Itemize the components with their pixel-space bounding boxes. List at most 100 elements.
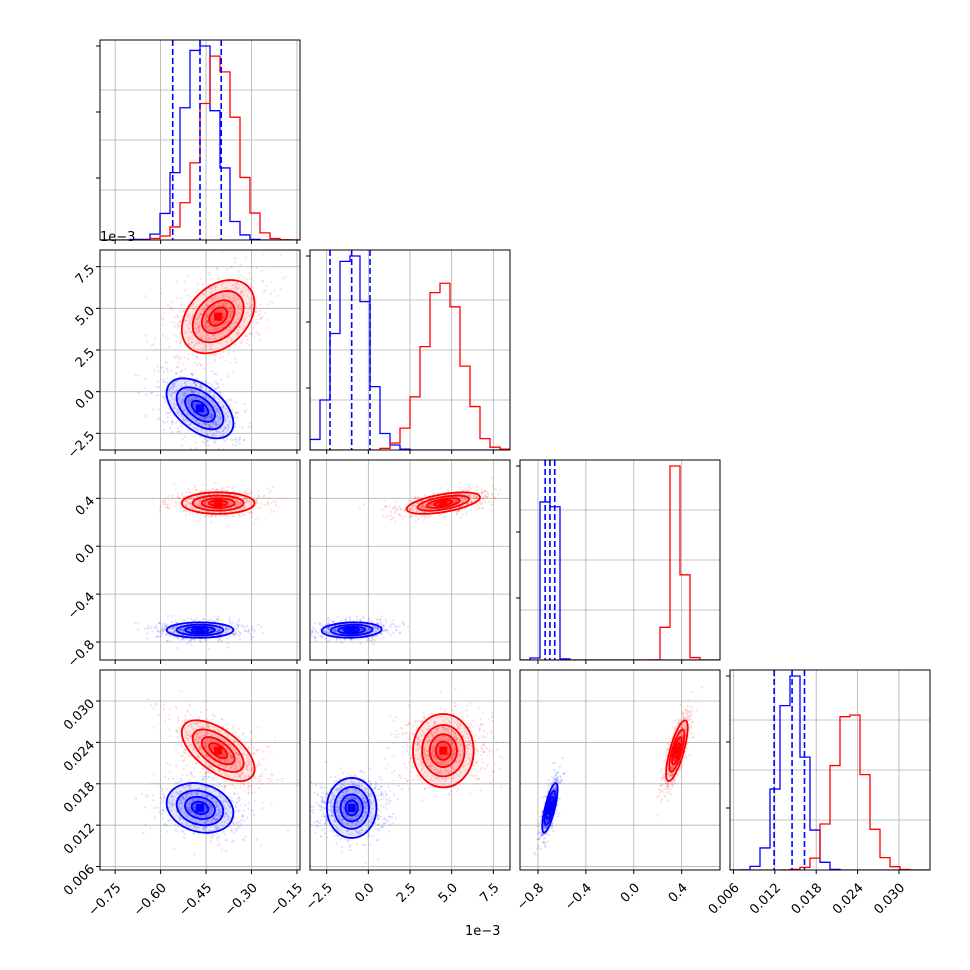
panel-2-1	[309, 459, 511, 664]
x-tick-label-1-3: 5.0	[436, 881, 461, 906]
contour-blue-3-1-2	[339, 793, 364, 823]
peak-red-3-0	[214, 746, 223, 755]
hist-blue-1	[310, 255, 510, 450]
y-tick-label-1-0: −2.5	[65, 429, 98, 462]
contour-blue-1-0-2	[184, 393, 216, 423]
x-tick-label-2-2: 0.0	[618, 881, 643, 906]
peak-red-2-0	[214, 499, 223, 508]
contour-red-3-0-3	[208, 742, 229, 760]
contour-blue-3-0-0	[165, 782, 235, 834]
contour-red-2-1-0	[405, 491, 481, 515]
contour-red-3-2-0	[665, 719, 689, 782]
contour-red-3-1-1	[421, 724, 466, 778]
contour-red-3-1-3	[434, 740, 452, 761]
x-offset-label-col-1: 1e−3	[465, 924, 501, 939]
contour-blue-3-0-3	[190, 800, 210, 816]
contour-red-1-0-1	[191, 290, 245, 344]
panel-1-0	[96, 249, 301, 454]
panel-content-3-3	[730, 670, 930, 870]
x-tick-label-2-1: −0.4	[562, 881, 595, 914]
hist-red-2	[520, 465, 720, 660]
panel-3-0	[96, 669, 301, 874]
x-tick-label-0-0: −0.75	[86, 881, 125, 920]
panel-content-2-1	[310, 460, 510, 660]
y-tick-label-1-4: 7.5	[73, 262, 98, 287]
contour-red-3-1-2	[428, 733, 458, 769]
contour-blue-3-1-3	[344, 799, 359, 817]
y-tick-label-3-3: 0.024	[61, 738, 98, 775]
scatter-blue-1-0	[134, 356, 253, 450]
hist-blue-2	[520, 501, 720, 660]
contour-red-2-0-1	[191, 494, 245, 512]
panel-3-2	[519, 669, 721, 874]
contour-blue-2-0-0	[165, 621, 235, 639]
contour-red-3-2-1	[668, 728, 686, 773]
contour-red-2-0-2	[200, 497, 236, 509]
panel-content-0-0	[100, 40, 300, 240]
x-tick-label-1-2: 2.5	[394, 881, 419, 906]
x-tick-label-0-1: −0.60	[131, 881, 170, 920]
panel-2-2	[516, 459, 721, 664]
panel-content-1-0	[100, 250, 300, 450]
x-tick-label-0-4: −0.15	[267, 881, 306, 920]
frame-3-0	[99, 669, 301, 871]
peak-blue-1-0	[196, 404, 204, 413]
x-tick-label-0-3: −0.30	[222, 881, 261, 920]
contour-red-3-0-0	[180, 719, 256, 782]
peak-blue-2-0	[196, 626, 204, 635]
contour-red-2-1-1	[416, 494, 470, 512]
panel-content-3-1	[310, 670, 510, 870]
panel-2-0	[96, 459, 301, 664]
y-tick-label-3-2: 0.018	[61, 779, 98, 816]
contour-blue-1-0-3	[190, 399, 210, 417]
contour-blue-3-1-1	[333, 786, 370, 830]
hist-red-1	[310, 282, 510, 450]
contour-blue-1-0-0	[165, 377, 235, 440]
frame-2-0	[99, 459, 301, 661]
y-tick-label-1-3: 5.0	[73, 304, 98, 329]
y-tick-label-2-3: 0.4	[73, 494, 98, 519]
contour-red-1-0-3	[208, 306, 229, 327]
hist-red-0	[100, 55, 300, 240]
frame-3-2	[519, 669, 721, 871]
panel-0-0	[96, 39, 301, 244]
peak-red-3-2	[672, 746, 681, 755]
contour-red-3-0-2	[200, 736, 236, 766]
contour-red-1-0-2	[200, 299, 236, 335]
scatter-red-1-0	[143, 250, 287, 400]
x-tick-label-0-2: −0.45	[177, 881, 216, 920]
contour-blue-2-0-1	[175, 623, 225, 637]
y-tick-label-2-1: −0.4	[65, 590, 98, 623]
panel-3-3	[726, 669, 931, 874]
y-tick-label-3-1: 0.012	[61, 821, 98, 858]
x-tick-label-3-4: 0.030	[871, 881, 908, 918]
x-tick-label-1-1: 0.0	[352, 881, 377, 906]
contour-red-3-0-1	[191, 728, 245, 773]
panel-content-2-2	[520, 460, 720, 660]
contour-red-3-1-0	[412, 713, 475, 789]
hist-red-3	[730, 714, 930, 870]
frame-2-2	[519, 459, 721, 661]
contour-red-2-0-0	[180, 491, 256, 515]
panel-3-1	[309, 669, 511, 874]
y-tick-label-1-1: 0.0	[73, 387, 98, 412]
panel-content-2-0	[100, 460, 300, 660]
y-tick-label-2-2: 0.0	[73, 542, 98, 567]
contour-blue-3-0-1	[175, 789, 225, 827]
peak-red-3-1	[439, 746, 448, 755]
x-tick-label-3-0: 0.006	[706, 881, 743, 918]
panel-content-3-0	[100, 670, 300, 870]
y-tick-label-3-4: 0.030	[61, 696, 98, 733]
contour-blue-1-0-1	[175, 386, 225, 431]
peak-blue-3-0	[196, 803, 204, 812]
contour-blue-3-2-0	[541, 782, 559, 834]
peak-blue-3-1	[347, 803, 356, 812]
contour-red-1-0-0	[180, 279, 256, 355]
x-tick-label-2-0: −0.8	[514, 881, 547, 914]
x-tick-label-3-1: 0.012	[747, 881, 784, 918]
y-tick-label-3-0: 0.006	[61, 862, 98, 899]
peak-blue-3-2	[545, 803, 554, 812]
frame-3-3	[729, 669, 931, 871]
contour-blue-3-0-2	[184, 795, 216, 821]
